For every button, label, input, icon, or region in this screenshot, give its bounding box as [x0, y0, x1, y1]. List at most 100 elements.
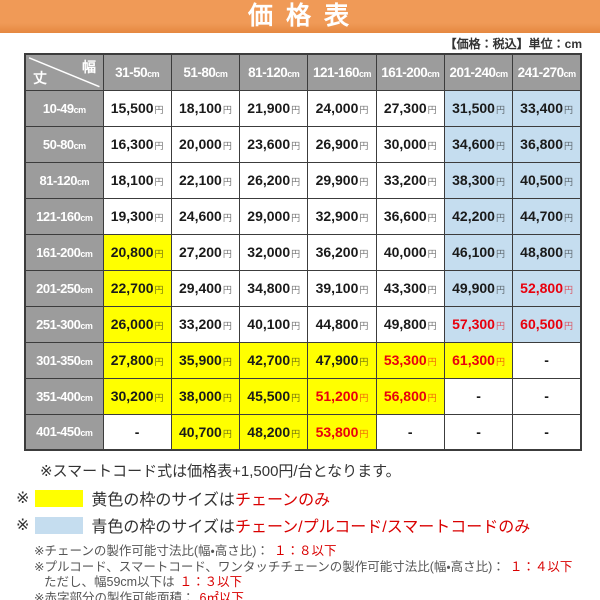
price-cell: 26,900円: [307, 125, 377, 163]
col-header: 241-270cm: [512, 53, 582, 91]
price-cell: -: [512, 341, 582, 379]
price-cell: 46,100円: [443, 233, 514, 271]
fine-notes: ※チェーンの製作可能寸法比(幅・高さ比)： １：８以下 ※プルコード、スマートコード…: [34, 544, 600, 600]
price-cell: 53,300円: [375, 341, 445, 379]
price-cell: 22,700円: [102, 269, 172, 307]
price-cell: 38,000円: [170, 377, 241, 415]
price-cell: 47,900円: [307, 341, 377, 379]
price-cell: 27,800円: [102, 341, 172, 379]
price-cell: 26,000円: [102, 305, 172, 343]
price-cell: 21,900円: [239, 89, 309, 127]
price-cell: 29,400円: [170, 269, 241, 307]
price-cell: -: [102, 413, 172, 451]
price-cell: 34,800円: [239, 269, 309, 307]
price-cell: 49,900円: [443, 269, 514, 307]
table-row: 50-80cm 16,300円 20,000円 23,600円 26,900円 30,00…: [24, 125, 582, 163]
price-cell: -: [443, 413, 514, 451]
fine-note-line: ※プルコード、スマートコード、ワンタッチチェーンの製作可能寸法比(幅・高さ比)：…: [34, 559, 573, 574]
price-cell: 30,200円: [102, 377, 172, 415]
price-cell: 38,300円: [443, 161, 514, 199]
price-cell: -: [512, 377, 582, 415]
price-cell: 40,100円: [239, 305, 309, 343]
price-cell: 27,200円: [170, 233, 241, 271]
price-cell: 40,000円: [375, 233, 445, 271]
yellow-swatch-icon: [35, 489, 84, 507]
corner-height-label: 丈: [33, 69, 47, 86]
col-header: 51-80cm: [170, 53, 241, 91]
price-cell: 23,600円: [239, 125, 309, 163]
price-cell: 44,700円: [512, 197, 582, 235]
unit-note: 【価格：税込】単位：cm: [444, 37, 582, 51]
price-cell: 18,100円: [170, 89, 241, 127]
table-row: 301-350cm 27,800円 35,900円 42,700円 47,900円 53,…: [24, 341, 582, 379]
price-cell: 57,300円: [443, 305, 514, 343]
row-header: 10-49cm: [24, 89, 104, 127]
price-cell: 32,000円: [239, 233, 309, 271]
price-cell: 43,300円: [375, 269, 445, 307]
price-cell: 36,800円: [512, 125, 582, 163]
diagonal-line-icon: [26, 55, 103, 90]
row-header: 351-400cm: [24, 377, 104, 415]
note-mark: ※: [16, 490, 30, 507]
price-cell: 20,800円: [102, 233, 172, 271]
price-cell: 24,600円: [170, 197, 241, 235]
legend-yellow: ※ 黄色の枠のサイズは チェーンのみ: [16, 488, 600, 509]
price-cell: 61,300円: [443, 341, 514, 379]
price-cell: 42,700円: [239, 341, 309, 379]
price-cell: 42,200円: [443, 197, 514, 235]
price-cell: 15,500円: [102, 89, 172, 127]
row-header: 50-80cm: [24, 125, 104, 163]
price-cell: 32,900円: [307, 197, 377, 235]
price-cell: 24,000円: [307, 89, 377, 127]
price-cell: 35,900円: [170, 341, 241, 379]
price-cell: 30,000円: [375, 125, 445, 163]
col-header: 201-240cm: [443, 53, 514, 91]
price-cell: 18,100円: [102, 161, 172, 199]
smartcode-note: ※スマートコード式は価格表+1,500円/台となります。: [40, 463, 401, 480]
corner-width-label: 幅: [82, 59, 96, 75]
table-row: 251-300cm 26,000円 33,200円 40,100円 44,800円 49,…: [24, 305, 582, 343]
price-cell: 16,300円: [102, 125, 172, 163]
price-cell: 33,200円: [375, 161, 445, 199]
price-cell: 27,300円: [375, 89, 445, 127]
row-header: 161-200cm: [24, 233, 104, 271]
price-cell: 53,800円: [307, 413, 377, 451]
note-mark: ※: [16, 517, 30, 534]
legend-yellow-label: 黄色の枠のサイズは: [91, 492, 235, 509]
legend-blue: ※ 青色の枠のサイズは チェーン/プルコード/スマートコードのみ: [16, 515, 600, 536]
corner-cell: 幅 丈: [24, 53, 104, 91]
table-row: 401-450cm -40,700円 48,200円 53,800円 - - -: [24, 413, 582, 451]
price-table-body: 10-49cm 15,500円 18,100円 21,900円 24,000円 27,30…: [24, 89, 582, 451]
price-cell: 45,500円: [239, 377, 309, 415]
price-cell: 48,200円: [239, 413, 309, 451]
col-header: 81-120cm: [239, 53, 309, 91]
fine-note-line: ただし、幅59cm以下は １：３以下: [44, 575, 243, 589]
price-cell: 52,800円: [512, 269, 582, 307]
price-cell: 36,200円: [307, 233, 377, 271]
header-row: 幅 丈 31-50cm 51-80cm 81-120cm 121-160cm 161-2…: [24, 53, 582, 91]
price-cell: 34,600円: [443, 125, 514, 163]
price-cell: 19,300円: [102, 197, 172, 235]
price-cell: 33,400円: [512, 89, 582, 127]
price-cell: 36,600円: [375, 197, 445, 235]
price-cell: 51,200円: [307, 377, 377, 415]
price-cell: 56,800円: [375, 377, 445, 415]
price-cell: 49,800円: [375, 305, 445, 343]
price-cell: 40,700円: [170, 413, 241, 451]
price-cell: -: [375, 413, 445, 451]
legend-yellow-value: チェーンのみ: [234, 492, 331, 509]
page-title: 価 格 表: [248, 2, 352, 30]
col-header: 121-160cm: [307, 53, 377, 91]
price-cell: 39,100円: [307, 269, 377, 307]
col-header: 31-50cm: [102, 53, 172, 91]
price-cell: 20,000円: [170, 125, 241, 163]
col-header: 161-200cm: [375, 53, 445, 91]
row-header: 201-250cm: [24, 269, 104, 307]
fine-note-line: ※チェーンの製作可能寸法比(幅・高さ比)： １：８以下: [34, 544, 337, 558]
row-header: 401-450cm: [24, 413, 104, 451]
row-header: 81-120cm: [24, 161, 104, 199]
row-header: 251-300cm: [24, 305, 104, 343]
price-cell: 26,200円: [239, 161, 309, 199]
table-row: 81-120cm 18,100円 22,100円 26,200円 29,900円 33,2…: [24, 161, 582, 199]
